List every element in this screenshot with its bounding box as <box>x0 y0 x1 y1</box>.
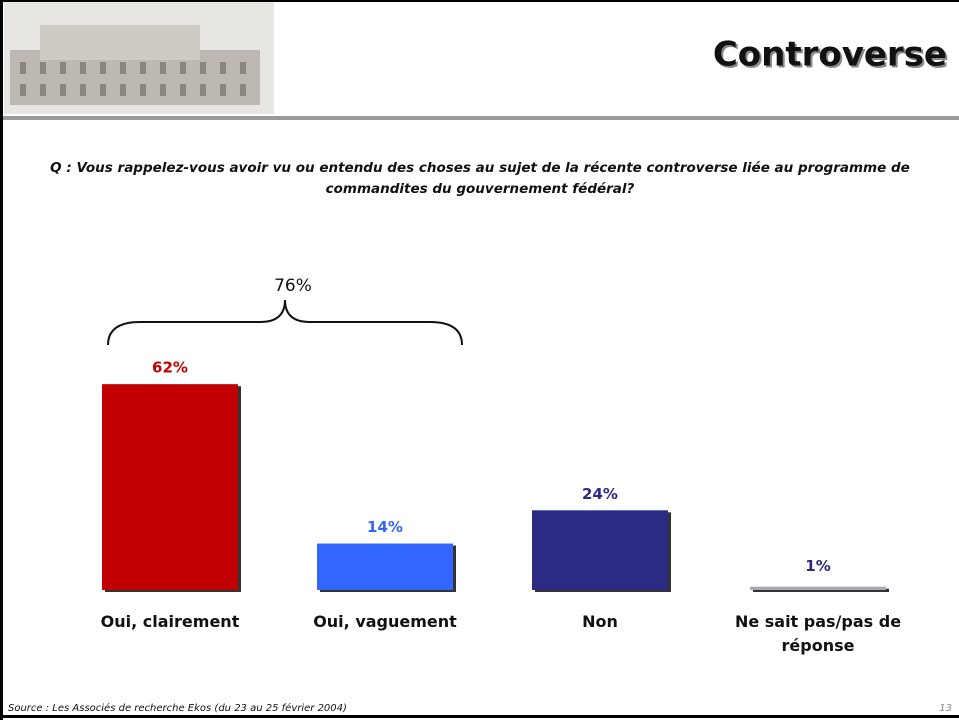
bracket-label: 76% <box>274 276 312 296</box>
bar <box>317 543 453 590</box>
category-label: Non <box>582 612 618 631</box>
value-label: 24% <box>582 485 618 503</box>
title: Controverse <box>713 35 947 75</box>
bracket <box>107 299 463 346</box>
category-label: Oui, clairement <box>100 612 240 631</box>
value-label: 14% <box>367 518 403 536</box>
title-shadow: Controverse <box>715 37 949 77</box>
value-label: 1% <box>805 557 830 575</box>
left-border <box>0 0 3 720</box>
category-label: Ne sait pas/pas de réponse <box>734 612 902 655</box>
top-border <box>0 0 959 2</box>
bar-shadow <box>753 588 889 592</box>
source: Source : Les Associés de recherche Ekos … <box>8 702 347 714</box>
page-number: 13 <box>939 703 952 714</box>
header-image <box>4 2 274 114</box>
question: Q : Vous rappelez-vous avoir vu ou enten… <box>50 160 910 197</box>
header-rule <box>0 116 959 120</box>
category-label: Oui, vaguement <box>313 612 457 631</box>
bar <box>750 586 886 590</box>
bottom-border <box>0 715 959 718</box>
bar <box>102 384 238 590</box>
value-label: 62% <box>152 359 188 377</box>
bar <box>532 510 668 590</box>
